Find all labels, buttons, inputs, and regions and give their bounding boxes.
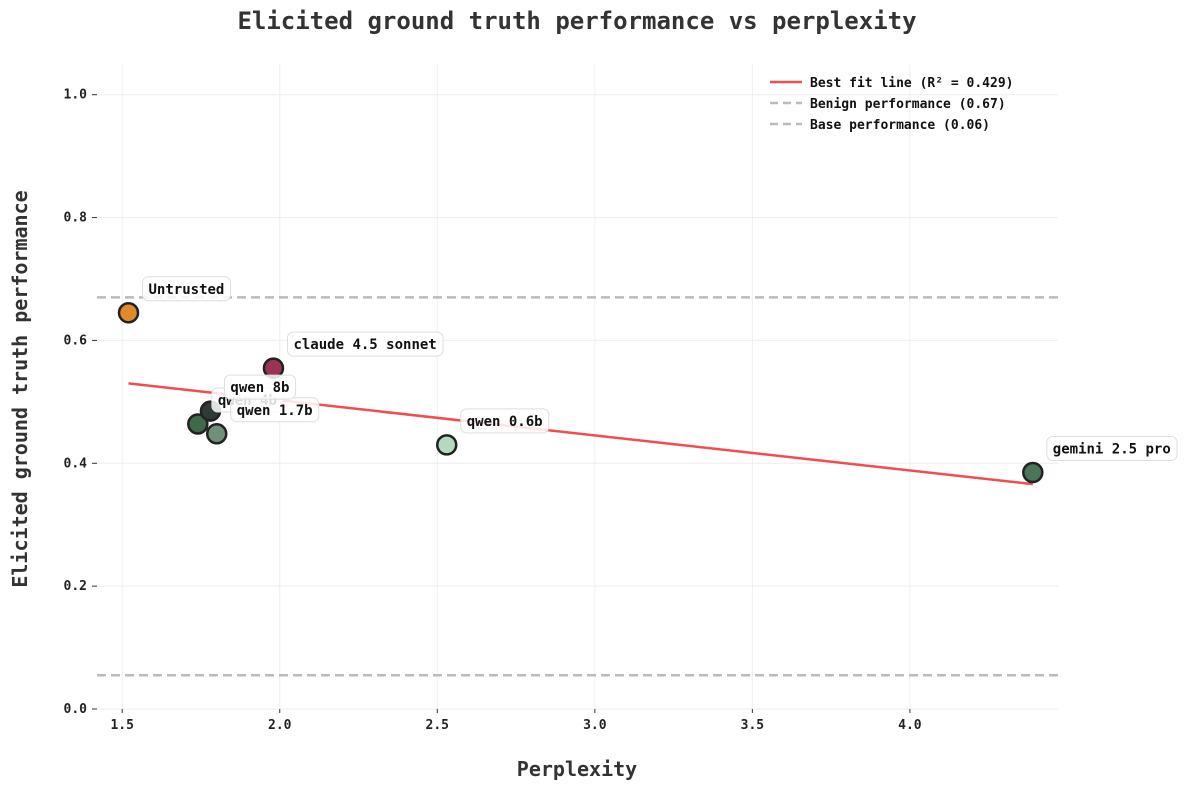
data-point — [117, 302, 140, 324]
data-point — [435, 434, 458, 456]
x-tick-label: 2.0 — [268, 718, 292, 733]
legend-fit-label: Best fit line (R² = 0.429) — [810, 76, 1014, 91]
y-ticks: 0.0 0.2 0.4 0.6 0.8 1.0 — [64, 88, 97, 717]
legend-base-label: Base performance (0.06) — [810, 118, 990, 133]
point-label-box — [460, 408, 550, 434]
point-label-group: Untrusted — [142, 276, 232, 302]
data-point — [187, 413, 209, 435]
point-label-group: claude 4.5 sonnet — [286, 331, 444, 357]
x-ticks: 1.5 2.0 2.5 3.0 3.5 4.0 — [110, 709, 922, 733]
y-tick-label: 0.4 — [64, 456, 88, 471]
y-tick-label: 1.0 — [64, 88, 88, 103]
point-label-box — [142, 276, 232, 302]
y-tick-label: 0.2 — [64, 579, 87, 594]
point-label-box — [286, 331, 444, 357]
x-axis-label: Perplexity — [517, 757, 637, 781]
point-label: qwen 1.7b — [237, 403, 313, 419]
point-label: gemini 2.5 pro — [1053, 442, 1171, 458]
legend: Best fit line (R² = 0.429) Benign perfor… — [770, 76, 1014, 133]
legend-benign-label: Benign performance (0.67) — [810, 97, 1006, 112]
point-label: qwen 8b — [230, 380, 289, 396]
y-tick-label: 0.6 — [64, 333, 88, 348]
point-label-group: qwen 0.6b — [460, 408, 550, 434]
x-tick-label: 3.0 — [583, 718, 607, 733]
point-label-group: qwen 8b — [223, 374, 297, 400]
x-tick-label: 2.5 — [426, 718, 449, 733]
data-point — [1022, 461, 1044, 484]
point-label: Untrusted — [149, 282, 225, 298]
reference-lines — [97, 296, 1058, 677]
point-label: qwen 0.6b — [467, 414, 543, 430]
x-tick-label: 4.0 — [898, 718, 922, 733]
point-label: claude 4.5 sonnet — [293, 337, 436, 353]
point-label-box — [223, 374, 297, 400]
y-tick-label: 0.0 — [64, 702, 88, 717]
point-label-box — [1046, 436, 1178, 461]
grid — [97, 64, 1058, 710]
y-tick-label: 0.8 — [64, 211, 88, 226]
point-label-group: gemini 2.5 pro — [1046, 436, 1178, 461]
point-label-group: qwen 1.7b — [230, 397, 320, 423]
data-points — [117, 302, 1044, 484]
y-axis-label: Elicited ground truth performance — [8, 190, 32, 587]
x-tick-label: 3.5 — [741, 718, 764, 733]
x-tick-label: 1.5 — [110, 718, 133, 733]
chart-title: Elicited ground truth performance vs per… — [237, 7, 916, 35]
data-point — [205, 423, 228, 445]
